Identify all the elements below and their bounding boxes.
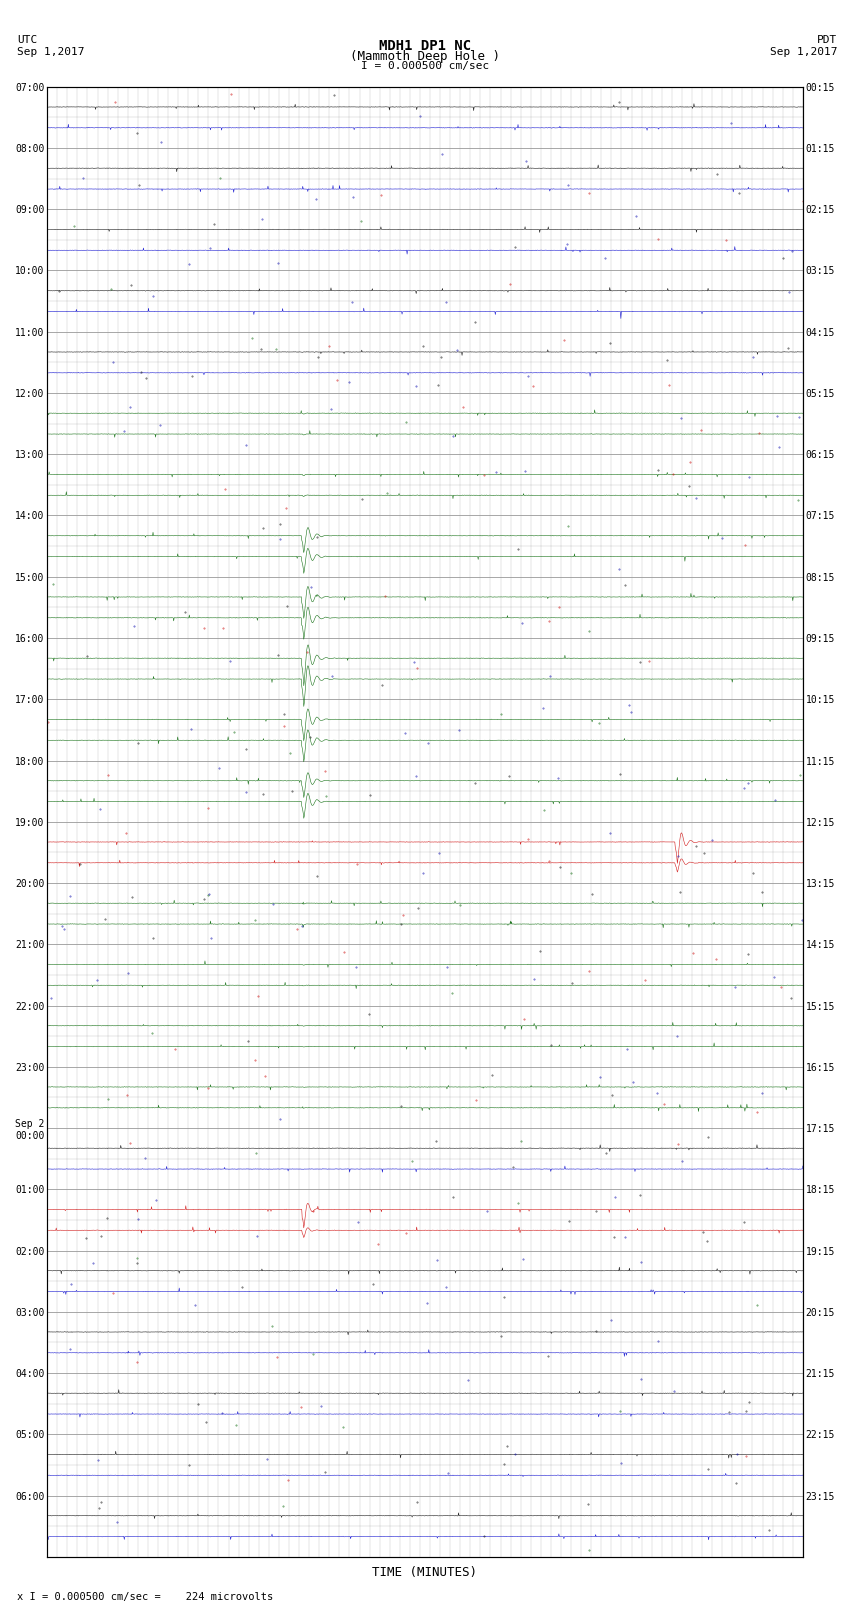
Text: x I = 0.000500 cm/sec =    224 microvolts: x I = 0.000500 cm/sec = 224 microvolts	[17, 1592, 273, 1602]
Text: Sep 1,2017: Sep 1,2017	[17, 47, 84, 56]
Text: UTC: UTC	[17, 35, 37, 45]
Text: I = 0.000500 cm/sec: I = 0.000500 cm/sec	[361, 61, 489, 71]
Text: (Mammoth Deep Hole ): (Mammoth Deep Hole )	[350, 50, 500, 63]
X-axis label: TIME (MINUTES): TIME (MINUTES)	[372, 1566, 478, 1579]
Text: PDT: PDT	[817, 35, 837, 45]
Text: Sep 1,2017: Sep 1,2017	[770, 47, 837, 56]
Text: MDH1 DP1 NC: MDH1 DP1 NC	[379, 39, 471, 53]
